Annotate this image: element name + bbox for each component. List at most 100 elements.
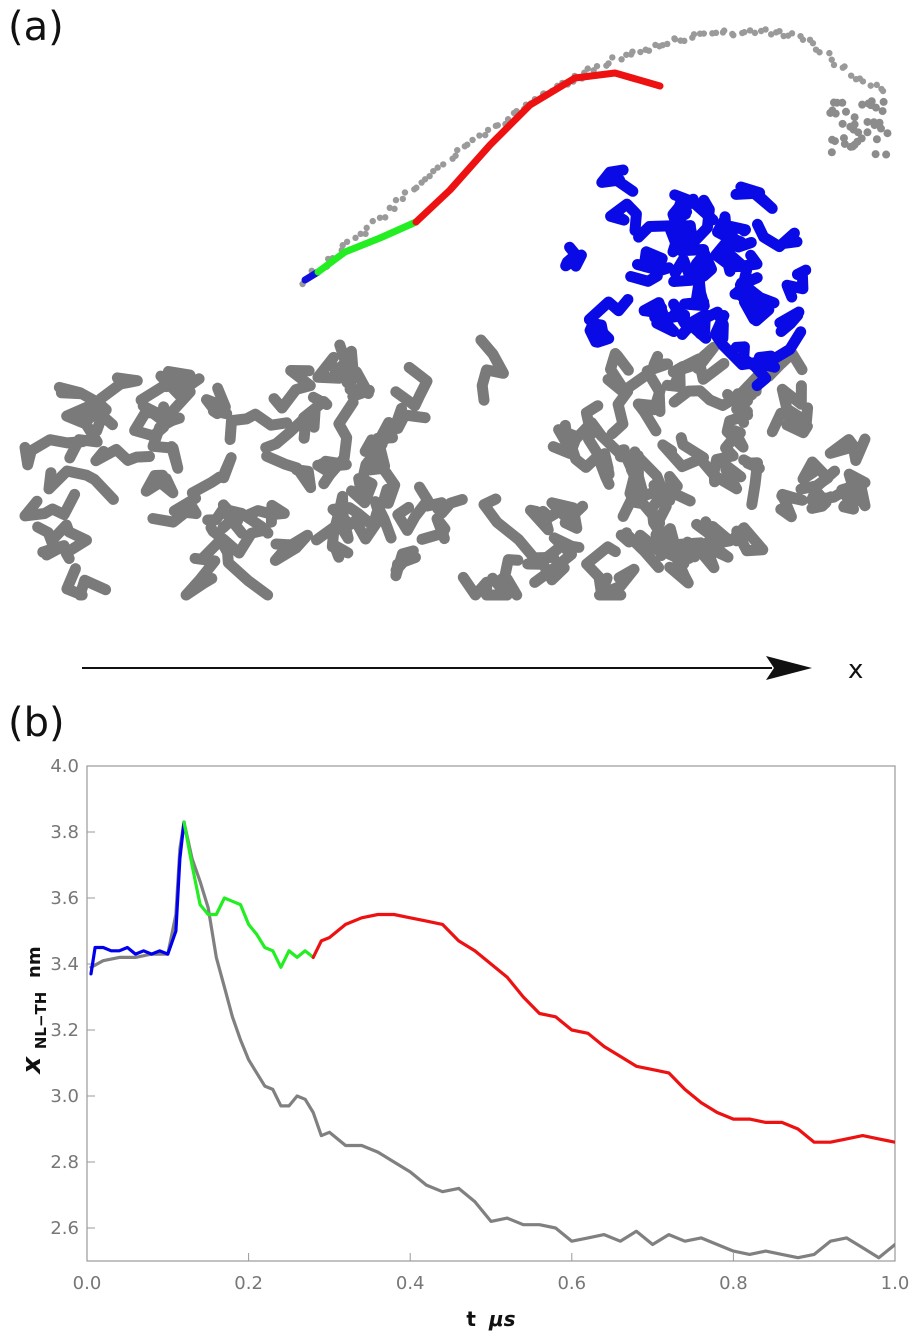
filament-tube [357,434,388,482]
filament-tube [186,452,237,499]
trail-dot [869,118,878,127]
trail-dot [746,27,754,34]
trail-dot [712,29,720,37]
motor-head-structure [560,164,812,392]
filament-tube [691,536,734,574]
trail-dot [828,106,837,115]
trail-dot [430,167,437,175]
filament-tube [729,522,769,557]
filament-tube [580,400,626,460]
trail-dot [664,40,671,48]
filament-tube [594,563,640,601]
motor-tube [633,220,696,250]
filament-tube [269,529,313,566]
motor-tube [730,181,778,214]
x-axis-title: t μs [466,1307,515,1331]
trail-dot [828,56,835,63]
trail-dot [681,37,688,45]
filament-tube [806,465,841,514]
motor-tube [781,264,812,303]
trail-dot [846,122,855,131]
trail-dot [840,139,849,148]
trail-dot [362,230,369,238]
motor-tube [735,277,780,327]
motor-tube [720,221,757,253]
trail-dot [878,107,887,116]
y-tick-label: 3.6 [50,888,79,909]
trail-dot [629,48,636,55]
plot-frame [86,765,896,1262]
filament-tube [197,534,274,601]
filament-tube [373,409,431,472]
x-axis-title-unit: μs [488,1307,516,1331]
filament-tube [268,365,316,414]
filament-tube [824,433,871,466]
trail-dot [413,184,420,191]
y-tick-label: 3.0 [50,1086,79,1107]
filament-tube [708,428,743,488]
filament-tube [457,571,513,601]
filament-tube [205,522,272,559]
trail-dot [426,172,433,180]
filament-tube [617,486,696,522]
x-tick-label: 0.0 [73,1273,102,1294]
filament-tube [312,455,352,490]
trail-dot [833,98,842,107]
y-axis-ticks: 2.6 2.8 3.0 3.2 3.4 3.6 3.8 4.0 [50,756,95,1239]
filament-tube [147,415,184,474]
filament-tube [53,381,112,416]
panel-a-structure-illustration: (a) x [8,4,892,685]
trail-dot [421,176,429,183]
trail-dot [440,161,447,168]
trail-dot [882,150,891,159]
trajectory-trail [299,26,892,288]
trail-dot [729,30,736,38]
trail-dot [386,204,393,212]
trail-dot [827,148,836,157]
trail-dot [452,152,459,159]
trail-dot [872,135,881,144]
trail-dot [873,81,880,89]
trail-dot [343,238,351,246]
filament-tube [522,543,570,586]
filament-tube [775,488,808,523]
filament-tube [19,488,81,522]
trail-dot [720,27,728,34]
filament-tube [632,384,666,437]
y-tick-label: 4.0 [50,756,79,777]
trail-dot [482,131,489,139]
filament-tube [615,527,665,573]
filament-tube [661,353,730,393]
motor-tube [774,306,805,337]
trail-dot [671,36,679,43]
trail-dot [637,48,644,56]
trail-dot [788,30,796,37]
motor-tube [679,275,710,312]
filament-tube [261,450,317,494]
x-tick-label: 0.8 [719,1273,748,1294]
panel-b-label: (b) [8,700,65,746]
filament-tube [346,473,378,509]
filament-tube [722,389,753,428]
filament-tube [390,545,421,582]
filament-tube [90,444,155,467]
trail-dot [850,113,859,122]
filament-tube [547,419,583,459]
trail-dot [357,230,364,238]
filament-tube [475,334,509,406]
filament-tube [806,478,871,512]
filament-structure [19,334,871,601]
filament-tube [581,541,621,599]
filament-tube [650,529,695,564]
filament-tube [421,494,468,519]
series-line-4 [311,912,895,1144]
trail-dot [841,63,848,70]
y-axis-title-unit: nm [24,946,45,978]
filament-tube [88,372,143,431]
trail-dot [816,49,823,56]
trail-dot [871,150,880,159]
y-tick-label: 3.8 [50,822,79,843]
y-axis-title: x NL−TH nm [17,946,52,1075]
motor-tube [724,248,763,273]
motor-tube [669,244,710,284]
